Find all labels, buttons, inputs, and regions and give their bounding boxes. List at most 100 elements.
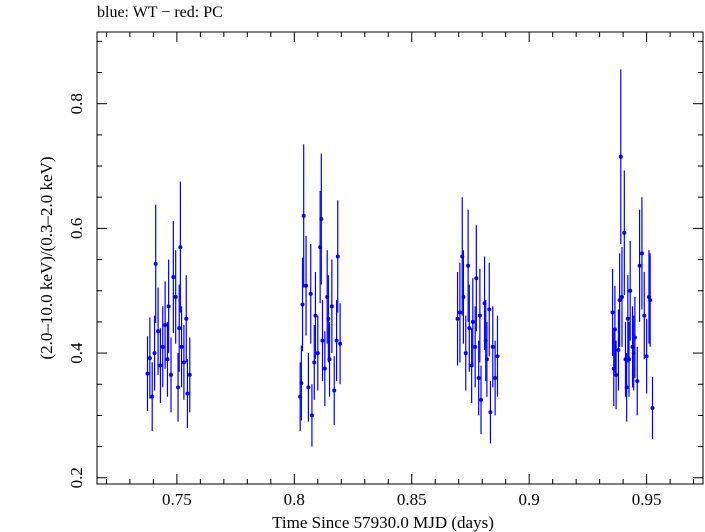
point-marker [153,261,158,266]
data-point [488,381,493,444]
point-marker [618,154,623,159]
point-marker [467,326,472,331]
data-point [470,278,475,366]
point-marker [319,217,324,222]
data-point [150,362,155,432]
point-marker [322,366,327,371]
data-point [642,272,647,360]
point-marker [461,294,466,299]
data-point [178,181,183,313]
point-marker [152,351,157,356]
point-marker [185,391,190,396]
point-marker [306,385,311,390]
data-point [335,200,340,313]
data-point [616,309,621,391]
y-axis-label: (2.0–10.0 keV)/(0.3–2.0 keV) [37,156,56,359]
data-point [455,272,460,366]
x-tick-label: 0.9 [519,490,540,509]
data-point [617,253,622,347]
data-point [612,285,617,374]
point-marker [612,327,617,332]
data-point [622,170,627,296]
data-point [308,243,313,344]
point-marker [147,356,152,361]
point-marker [466,263,471,268]
data-point [326,275,331,363]
data-point [179,306,184,388]
point-marker [622,230,627,235]
data-point [152,315,157,391]
y-tick-label: 0.8 [67,93,86,114]
axis-ticks: 0.75 0.8 0.85 0.9 0.95 0.2 0.4 0.6 0.8 [67,32,703,509]
data-point [338,303,343,385]
data-point [624,353,629,422]
x-axis-label: Time Since 57930.0 MJD (days) [272,513,494,532]
y-tick-label: 0.6 [67,218,86,239]
point-marker [476,376,481,381]
data-point [313,272,318,360]
data-point [644,318,649,394]
data-point [176,353,181,422]
point-marker [334,338,339,343]
plot-frame [96,31,704,485]
data-point [315,315,320,391]
point-marker [181,360,186,365]
data-point [173,250,178,344]
point-marker [490,344,495,349]
point-marker [184,316,189,321]
point-marker [168,372,173,377]
point-marker [488,410,493,415]
point-marker [470,319,475,324]
data-point [171,220,176,334]
point-marker [642,313,647,318]
point-marker [610,310,615,315]
point-marker [639,251,644,256]
point-marker [484,357,489,362]
point-marker [176,385,181,390]
point-marker [619,294,624,299]
x-tick-label: 0.95 [632,490,662,509]
data-point [466,209,471,322]
point-marker [299,381,304,386]
data-point [332,356,337,425]
data-point [490,306,495,388]
point-marker [487,307,492,312]
point-marker [171,275,176,280]
data-point [160,306,165,388]
point-marker [335,254,340,259]
point-marker [329,304,334,309]
data-point [484,321,489,397]
point-marker [320,338,325,343]
data-point [618,69,623,244]
point-marker [455,316,460,321]
point-marker [301,213,306,218]
point-marker [178,245,183,250]
data-point [184,275,189,363]
point-marker [493,376,498,381]
point-marker [309,413,314,418]
data-point [153,204,158,324]
point-marker [473,344,478,349]
point-marker [650,405,655,410]
data-point [309,384,314,447]
point-marker [479,397,484,402]
point-marker [625,316,630,321]
data-point [147,317,152,399]
data-point [463,315,468,391]
point-marker [156,329,161,334]
y-tick-label: 0.4 [67,342,86,364]
point-marker [158,363,163,368]
point-marker [474,276,479,281]
point-marker [150,394,155,399]
data-point [299,345,304,421]
point-marker [165,357,170,362]
point-marker [644,354,649,359]
data-point [627,321,632,397]
point-marker [616,347,621,352]
data-point [319,153,324,285]
x-tick-label: 0.8 [284,490,305,509]
point-marker [648,298,653,303]
point-marker [624,385,629,390]
data-point [181,325,186,400]
point-marker [163,323,168,328]
